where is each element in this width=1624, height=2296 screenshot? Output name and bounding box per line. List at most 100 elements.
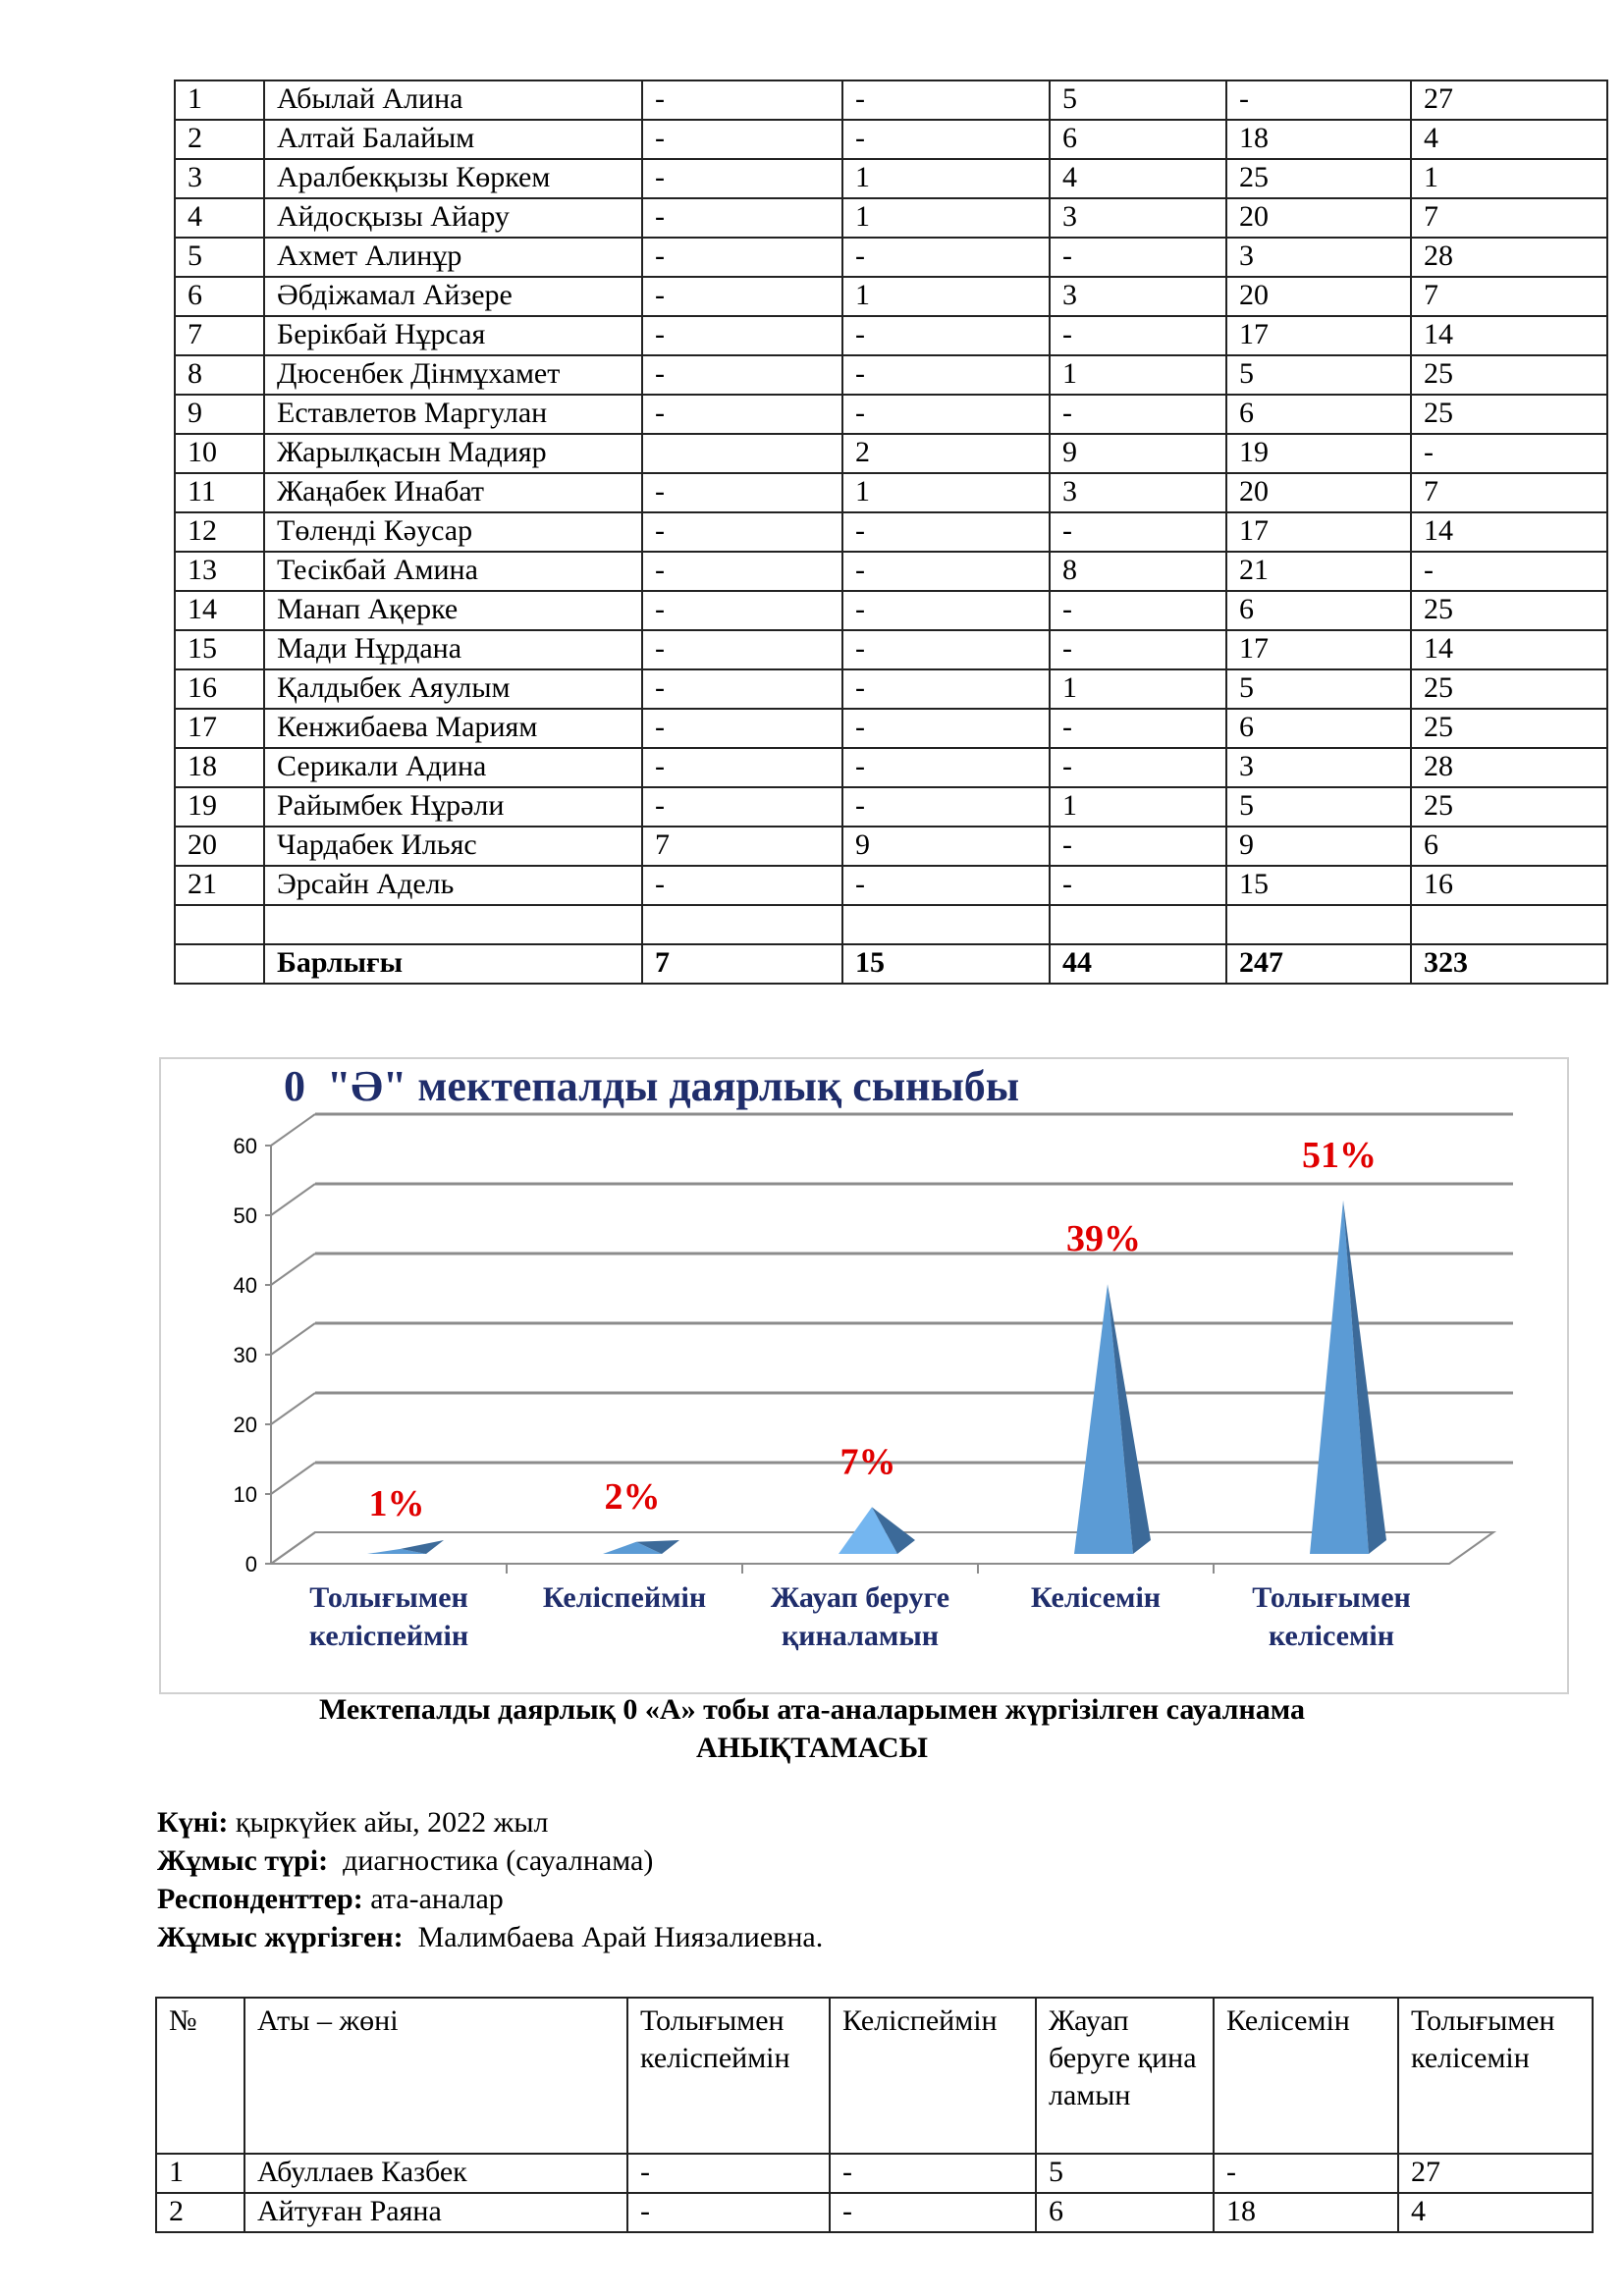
table-row: 4 Айдосқызы Айару -1 3 20 7 bbox=[174, 197, 1608, 239]
x-tick-label: Келісемін bbox=[1031, 1581, 1161, 1614]
table-row: 9 Еставлетов Маргулан - - -6 25 bbox=[174, 394, 1608, 435]
table-cell: 2 bbox=[174, 119, 265, 160]
table-cell: - bbox=[641, 80, 843, 121]
table-cell: - bbox=[841, 119, 1051, 160]
data-label: 7% bbox=[840, 1441, 896, 1482]
table-cell: Жарылқасын Мадияр bbox=[263, 433, 643, 474]
table-cell: 11 bbox=[174, 472, 265, 513]
info-value: ата-аналар bbox=[362, 1883, 504, 1915]
table-cell: 17 bbox=[1225, 629, 1412, 670]
table-cell: Абылай Алина bbox=[263, 80, 643, 121]
info-line: Күні: қыркүйек айы, 2022 жыл bbox=[157, 1806, 549, 1840]
table-cell: 1 bbox=[174, 80, 265, 121]
y-tick-label: 0 bbox=[245, 1552, 257, 1576]
table-cell: 1 bbox=[1049, 668, 1227, 710]
table-row bbox=[174, 904, 1608, 945]
pyramid-bar-chart: 0 10 20 30 40 50 60 1% Толығымен келіспеймін 2% Кел… bbox=[234, 1062, 1513, 1652]
survey-results-table: 1 Абылай Алина - -5-27 2 Алтай Балайым - -6 18 4 3… bbox=[174, 80, 1608, 985]
table-cell: - bbox=[1049, 315, 1227, 356]
table-cell: - bbox=[641, 865, 843, 906]
table-cell: 7 bbox=[1410, 197, 1608, 239]
table-cell: - bbox=[641, 315, 843, 356]
table-cell: 2 bbox=[841, 433, 1051, 474]
x-tick-label: Келіспеймін bbox=[543, 1581, 706, 1614]
table-cell: 9 bbox=[841, 826, 1051, 867]
table-cell: 5 bbox=[1035, 2153, 1215, 2194]
table-cell: 28 bbox=[1410, 237, 1608, 278]
table-cell: - bbox=[829, 2153, 1037, 2194]
table-cell: Толығымен келісемін bbox=[1397, 1997, 1594, 2155]
table-cell: - bbox=[641, 354, 843, 396]
table-cell bbox=[1049, 904, 1227, 945]
table-cell: Серикали Адина bbox=[263, 747, 643, 788]
table-cell: 17 bbox=[1225, 511, 1412, 553]
table-cell: 3 bbox=[1049, 472, 1227, 513]
table-cell: 25 bbox=[1410, 354, 1608, 396]
table-cell: 27 bbox=[1397, 2153, 1594, 2194]
table-cell: Райымбек Нұрәли bbox=[263, 786, 643, 828]
table-cell: 7 bbox=[641, 826, 843, 867]
table-cell: 7 bbox=[641, 943, 843, 985]
table-cell: 21 bbox=[174, 865, 265, 906]
table-cell: Кенжибаева Мариям bbox=[263, 708, 643, 749]
info-line: Респонденттер: ата-аналар bbox=[157, 1883, 504, 1916]
table-cell: - bbox=[841, 511, 1051, 553]
y-tick-label: 50 bbox=[234, 1203, 257, 1228]
table-cell: 15 bbox=[1225, 865, 1412, 906]
table-cell: 7 bbox=[174, 315, 265, 356]
table-cell: - bbox=[1049, 394, 1227, 435]
data-label: 51% bbox=[1302, 1135, 1377, 1176]
table-cell: 9 bbox=[1049, 433, 1227, 474]
table-cell bbox=[1410, 904, 1608, 945]
table-cell: Ахмет Алинұр bbox=[263, 237, 643, 278]
info-value: диагностика (сауалнама) bbox=[328, 1844, 654, 1877]
table-cell: Дюсенбек Дінмұхамет bbox=[263, 354, 643, 396]
table-cell: - bbox=[1049, 590, 1227, 631]
table-cell: 14 bbox=[1410, 511, 1608, 553]
y-tick-label: 20 bbox=[234, 1413, 257, 1437]
table-cell: - bbox=[841, 590, 1051, 631]
x-tick-label: келіспеймін bbox=[309, 1620, 468, 1652]
table-cell: 1 bbox=[841, 472, 1051, 513]
table-cell: - bbox=[641, 708, 843, 749]
table-cell: 1 bbox=[155, 2153, 245, 2194]
table-cell: 17 bbox=[174, 708, 265, 749]
table-row: 1 Абуллаев Казбек - -5-27 bbox=[155, 2153, 1594, 2194]
info-line: Жұмыс жүргізген: Малимбаева Арай Ниязали… bbox=[157, 1921, 823, 1954]
table-cell: - bbox=[841, 668, 1051, 710]
table-cell: 1 bbox=[1049, 354, 1227, 396]
chart-floor bbox=[267, 1531, 1497, 1565]
y-tick-label: 60 bbox=[234, 1134, 257, 1158]
side-gridline bbox=[270, 1183, 316, 1216]
table-cell: 25 bbox=[1410, 708, 1608, 749]
table-row: 13 Тесікбай Амина - -8 21- bbox=[174, 551, 1608, 592]
table-cell: 20 bbox=[1225, 276, 1412, 317]
table-cell: 10 bbox=[174, 433, 265, 474]
x-tick-label: Толығымен bbox=[309, 1581, 468, 1614]
side-gridline bbox=[270, 1322, 316, 1356]
table-cell: - bbox=[641, 590, 843, 631]
table-row: 21 Эрсайн Адель - - -15 16 bbox=[174, 865, 1608, 906]
table-cell: 14 bbox=[174, 590, 265, 631]
table-row: 3 Аралбекқызы Көркем -1 4 25 1 bbox=[174, 158, 1608, 199]
table-cell: 5 bbox=[1225, 786, 1412, 828]
table-row: 5 Ахмет Алинұр - - -3 28 bbox=[174, 237, 1608, 278]
x-tick-label: қиналамын bbox=[782, 1620, 939, 1652]
table-cell: 16 bbox=[1410, 865, 1608, 906]
table-cell: - bbox=[641, 119, 843, 160]
table-cell: 6 bbox=[174, 276, 265, 317]
caption-line-2: АНЫҚТАМАСЫ bbox=[695, 1732, 928, 1764]
table-cell: 5 bbox=[1049, 80, 1227, 121]
bar bbox=[1074, 1284, 1133, 1554]
table-row: № Аты – жөні Толығымен келіспеймін Келіспей… bbox=[155, 1997, 1594, 2155]
caption-line-1: Мектепалды даярлық 0 «А» тобы ата-аналар… bbox=[318, 1693, 1306, 1726]
table-cell: - bbox=[841, 629, 1051, 670]
table-cell: 3 bbox=[1225, 237, 1412, 278]
table-cell: 5 bbox=[1225, 354, 1412, 396]
table-cell: - bbox=[1410, 433, 1608, 474]
table-cell bbox=[641, 904, 843, 945]
side-gridline bbox=[270, 1462, 316, 1495]
table-row: 2 Айтуған Раяна - -6 18 4 bbox=[155, 2192, 1594, 2233]
table-cell: - bbox=[841, 708, 1051, 749]
table-row: 19 Райымбек Нұрәли - -1 5 25 bbox=[174, 786, 1608, 828]
